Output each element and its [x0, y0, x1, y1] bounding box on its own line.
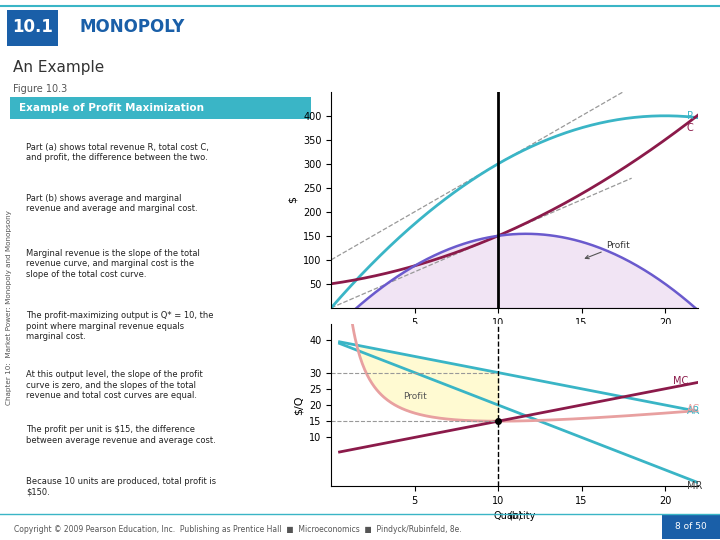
- Text: Figure 10.3: Figure 10.3: [13, 84, 67, 94]
- Text: Profit: Profit: [585, 241, 630, 259]
- Text: An Example: An Example: [13, 60, 104, 75]
- Text: MONOPOLY: MONOPOLY: [79, 18, 184, 36]
- Text: C: C: [687, 123, 693, 132]
- Text: MC: MC: [673, 376, 688, 386]
- Y-axis label: $: $: [287, 197, 297, 203]
- Text: (a): (a): [508, 328, 521, 338]
- Text: R: R: [687, 111, 693, 122]
- Text: Part (a) shows total revenue R, total cost C,
and profit, the difference between: Part (a) shows total revenue R, total co…: [27, 143, 210, 162]
- Text: AC: AC: [687, 404, 700, 414]
- Text: The profit-maximizing output is Q* = 10, the
point where marginal revenue equals: The profit-maximizing output is Q* = 10,…: [27, 312, 214, 341]
- Text: Example of Profit Maximization: Example of Profit Maximization: [19, 103, 204, 113]
- Text: 10.1: 10.1: [12, 18, 53, 36]
- Text: Chapter 10:  Market Power: Monopoly and Monopsony: Chapter 10: Market Power: Monopoly and M…: [6, 211, 12, 405]
- Text: Copyright © 2009 Pearson Education, Inc.  Publishing as Prentice Hall  ■  Microe: Copyright © 2009 Pearson Education, Inc.…: [14, 525, 462, 534]
- Text: Marginal revenue is the slope of the total
revenue curve, and marginal cost is t: Marginal revenue is the slope of the tot…: [27, 249, 200, 279]
- Bar: [662, 515, 720, 538]
- Text: The profit per unit is $15, the difference
between average revenue and average c: The profit per unit is $15, the differen…: [27, 426, 216, 445]
- X-axis label: Quantity: Quantity: [494, 511, 536, 521]
- Text: Part (b) shows average and marginal
revenue and average and marginal cost.: Part (b) shows average and marginal reve…: [27, 194, 198, 213]
- Bar: [7, 10, 58, 46]
- Bar: [9, 97, 311, 119]
- Text: Profit: Profit: [402, 392, 426, 401]
- Text: MR: MR: [687, 481, 702, 491]
- Text: AR: AR: [687, 407, 701, 416]
- X-axis label: Quantity: Quantity: [494, 333, 536, 343]
- Text: At this output level, the slope of the profit
curve is zero, and the slopes of t: At this output level, the slope of the p…: [27, 370, 203, 400]
- Text: (b): (b): [508, 510, 522, 521]
- Text: 8 of 50: 8 of 50: [675, 522, 707, 531]
- Y-axis label: $/Q: $/Q: [294, 395, 303, 415]
- Text: Because 10 units are produced, total profit is
$150.: Because 10 units are produced, total pro…: [27, 477, 217, 496]
